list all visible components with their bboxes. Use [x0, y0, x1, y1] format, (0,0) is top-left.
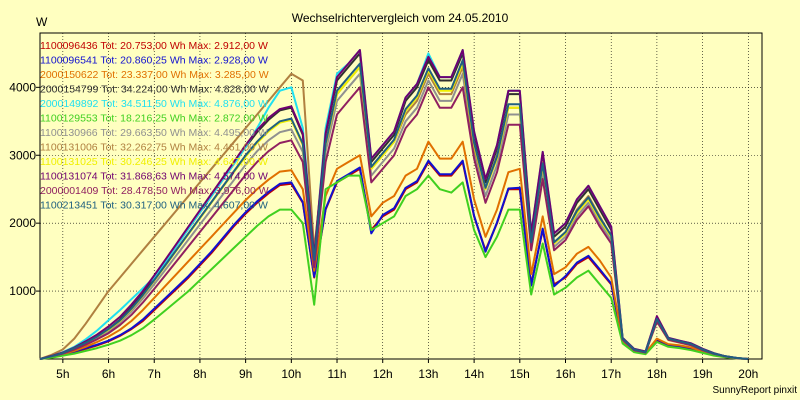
legend-entry: 1100131006 Tot: 32.262,75 Wh Max: 4.461,… [40, 142, 268, 154]
x-tick-label: 16h [555, 367, 575, 381]
x-tick-label: 8h [193, 367, 206, 381]
x-tick-label: 6h [102, 367, 115, 381]
x-tick-label: 19h [693, 367, 713, 381]
y-tick-label: 2000 [9, 216, 36, 230]
legend-entry: 1100131074 Tot: 31.868,63 Wh Max: 4.574,… [40, 171, 268, 183]
y-axis-label: W [36, 15, 48, 29]
legend-entry: 1100096541 Tot: 20.860,25 Wh Max: 2.928,… [40, 55, 268, 67]
x-tick-label: 7h [148, 367, 161, 381]
chart-title: Wechselrichtervergleich vom 24.05.2010 [292, 11, 509, 25]
x-tick-label: 13h [418, 367, 438, 381]
legend-entry: 1100213451 Tot: 30.317,00 Wh Max: 4.607,… [40, 200, 268, 212]
legend-entry: 1100096436 Tot: 20.753,00 Wh Max: 2.912,… [40, 40, 268, 52]
x-tick-label: 5h [56, 367, 69, 381]
y-tick-label: 4000 [9, 80, 36, 94]
x-tick-label: 15h [510, 367, 530, 381]
legend-entry: 1100131025 Tot: 30.246,25 Wh Max: 4.647,… [40, 156, 268, 168]
y-tick-label: 1000 [9, 284, 36, 298]
x-axis: 5h 6h 7h 8h 9h 10h 11h 12h 13h 14h 15h 16h 17h 18h 19h… [56, 359, 758, 381]
y-tick-label: 3000 [9, 148, 36, 162]
x-tick-label: 12h [373, 367, 393, 381]
legend-entry: 1100130966 Tot: 29.663,50 Wh Max: 4.495,… [40, 127, 268, 139]
x-tick-label: 14h [464, 367, 484, 381]
legend-entry: 2000154799 Tot: 34.224,00 Wh Max: 4.828,… [40, 84, 269, 96]
x-tick-label: 17h [601, 367, 621, 381]
x-tick-label: 20h [738, 367, 758, 381]
legend-entry: 2000001409 Tot: 28.478,50 Wh Max: 3.976,… [40, 185, 269, 197]
legend-entry: 2000150622 Tot: 23.337,00 Wh Max: 3.285,… [40, 69, 269, 81]
x-tick-label: 18h [647, 367, 667, 381]
x-tick-label: 10h [281, 367, 301, 381]
x-tick-label: 9h [239, 367, 252, 381]
legend-entry: 2000149892 Tot: 34.511,50 Wh Max: 4.876,… [40, 98, 268, 110]
legend-entry: 1100129553 Tot: 18.216,25 Wh Max: 2.872,… [40, 113, 268, 125]
x-tick-label: 11h [327, 367, 346, 381]
footer-credit: SunnyReport pinxit [713, 385, 798, 396]
y-axis: 1000 2000 3000 4000 [9, 80, 40, 298]
